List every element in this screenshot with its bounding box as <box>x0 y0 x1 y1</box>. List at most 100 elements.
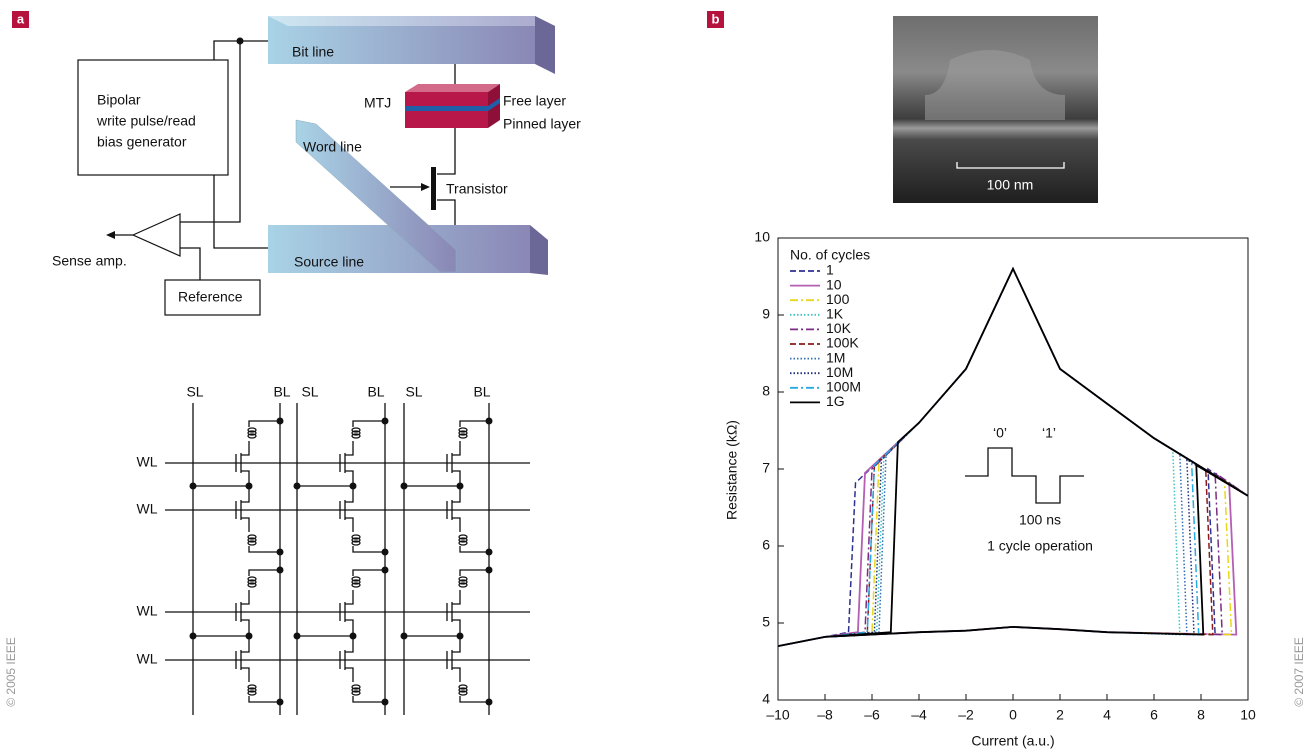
annotation: ‘1’ <box>1042 425 1056 441</box>
pulse-shape <box>965 448 1084 503</box>
x-tick-label: 4 <box>1103 707 1111 723</box>
wire <box>214 175 268 248</box>
wire <box>345 518 353 532</box>
wire <box>452 668 460 682</box>
mtj-coil <box>248 541 256 545</box>
wire <box>345 441 353 455</box>
mram-cell-diagram: Bit line MTJ Free layer Pinned layer Tra… <box>52 16 581 315</box>
y-tick-label: 7 <box>762 460 770 476</box>
wire <box>452 638 460 652</box>
junction-dot <box>277 549 284 556</box>
wire <box>460 546 489 552</box>
x-tick-label: 0 <box>1009 707 1017 723</box>
mtj-coil <box>248 691 256 695</box>
wire <box>241 638 249 652</box>
wire <box>241 488 249 502</box>
wire <box>452 590 460 604</box>
junction-dot <box>190 483 197 490</box>
x-tick-label: –6 <box>864 707 880 723</box>
junction-dot <box>382 418 389 425</box>
source-line-label: Source line <box>294 254 364 270</box>
y-tick-label: 9 <box>762 306 770 322</box>
inset-pulse: ‘0’ ‘1’ 100 ns 1 cycle operation <box>965 425 1093 554</box>
annotation: 1 cycle operation <box>987 538 1093 554</box>
annotation: ‘0’ <box>993 425 1007 441</box>
wire <box>249 421 280 427</box>
legend-label: 100M <box>826 379 861 395</box>
mtj-top <box>405 84 500 92</box>
wire <box>353 570 385 576</box>
wire <box>180 248 200 280</box>
junction-dot <box>382 699 389 706</box>
wire <box>452 620 460 634</box>
wire <box>345 620 353 634</box>
junction-dot <box>401 633 408 640</box>
chart: Resistance (kΩ) Current (a.u.) No. of cy… <box>724 229 1256 749</box>
bit-line-top <box>268 16 555 26</box>
wire <box>353 421 385 427</box>
junction-dot <box>246 483 253 490</box>
wire <box>353 696 385 702</box>
wire <box>241 620 249 634</box>
junction-dot <box>486 699 493 706</box>
column-label: SL <box>186 384 203 400</box>
wire <box>241 668 249 682</box>
wire <box>249 546 280 552</box>
generator-label: write pulse/read <box>96 113 196 129</box>
y-tick-label: 6 <box>762 537 770 553</box>
transistor-label: Transistor <box>446 181 508 197</box>
wire <box>249 570 280 576</box>
sense-amp-label: Sense amp. <box>52 253 127 269</box>
column-label: SL <box>405 384 422 400</box>
mtj-coil <box>352 541 360 545</box>
junction-dot <box>294 483 301 490</box>
wire <box>460 696 489 702</box>
junction-dot <box>277 699 284 706</box>
x-tick-label: 8 <box>1197 707 1205 723</box>
column-label: BL <box>473 384 490 400</box>
arrow-head <box>421 183 430 191</box>
pinned-layer-label: Pinned layer <box>503 116 581 132</box>
mtj-coil <box>352 434 360 438</box>
x-tick-label: –10 <box>766 707 790 723</box>
wire <box>353 546 385 552</box>
wire <box>241 441 249 455</box>
row-label: WL <box>137 501 158 517</box>
junction-dot <box>486 549 493 556</box>
mtj-coil <box>459 434 467 438</box>
copyright: © 2007 IEEE <box>1292 637 1306 707</box>
junction-dot <box>457 633 464 640</box>
y-tick-label: 10 <box>754 229 770 245</box>
mtj-coil <box>459 541 467 545</box>
source-line-side <box>530 225 548 275</box>
junction-dot <box>190 633 197 640</box>
legend-label: 1G <box>826 393 845 409</box>
mtj-coil <box>459 583 467 587</box>
column-label: BL <box>273 384 290 400</box>
x-tick-label: –4 <box>911 707 927 723</box>
y-tick-label: 5 <box>762 614 770 630</box>
junction-dot <box>277 567 284 574</box>
free-layer-label: Free layer <box>503 93 566 109</box>
junction-dot <box>486 418 493 425</box>
legend-label: 10K <box>826 320 852 336</box>
generator-label: Bipolar <box>97 92 141 108</box>
reference-label: Reference <box>178 289 243 305</box>
wire <box>345 488 353 502</box>
junction-dot <box>457 483 464 490</box>
row-label: WL <box>137 454 158 470</box>
column-label: BL <box>367 384 384 400</box>
mtj-coil <box>248 434 256 438</box>
wire <box>452 441 460 455</box>
junction-dot <box>294 633 301 640</box>
panel-label: a <box>17 11 25 26</box>
junction-dot <box>382 549 389 556</box>
x-tick-label: 10 <box>1240 707 1256 723</box>
junction-dot <box>246 633 253 640</box>
legend-label: 100K <box>826 335 859 351</box>
figure: a b © 2005 IEEE © 2007 IEEE Bit line MTJ… <box>0 0 1312 752</box>
junction-dot <box>350 483 357 490</box>
x-tick-label: 6 <box>1150 707 1158 723</box>
copyright: © 2005 IEEE <box>4 637 18 707</box>
generator-label: bias generator <box>97 134 187 150</box>
